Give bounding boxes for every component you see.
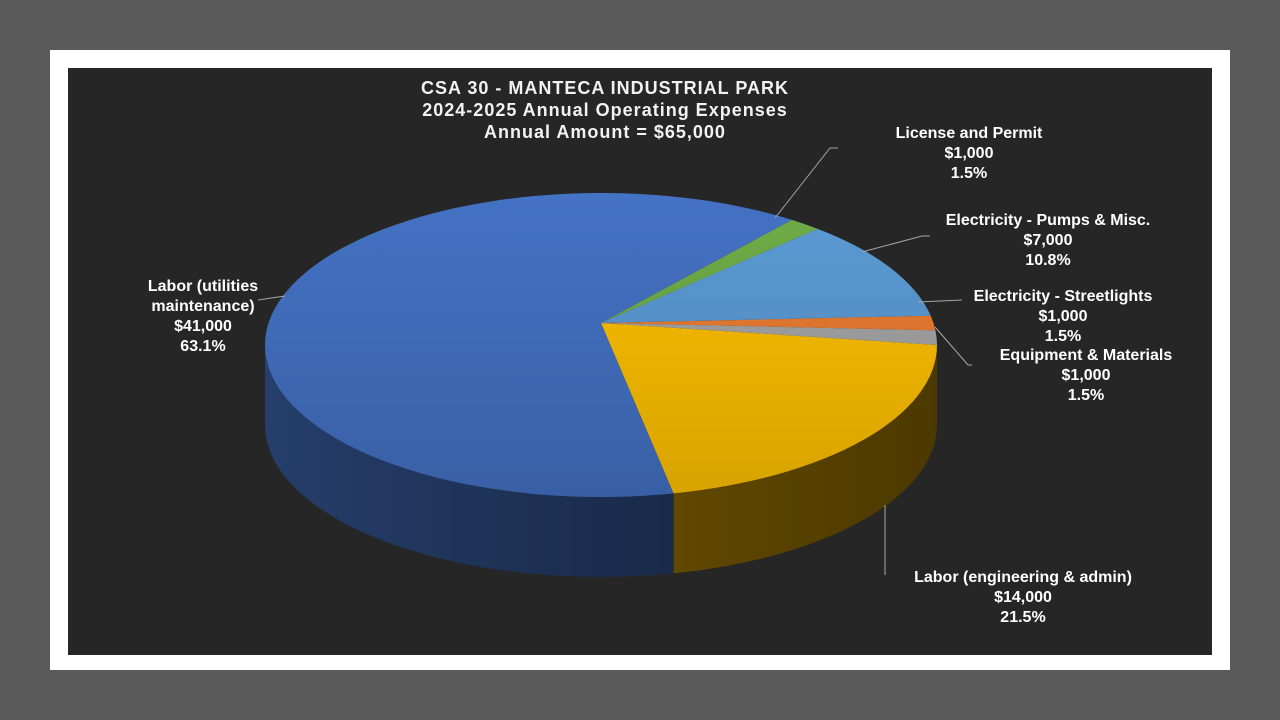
leader-line-2 — [774, 147, 838, 219]
data-label-0: Labor (engineering & admin) $14,000 21.5% — [914, 568, 1132, 628]
leader-line-3 — [861, 235, 930, 253]
leader-line-4 — [917, 299, 963, 303]
data-label-value: $7,000 — [1023, 232, 1073, 249]
data-label-label: Electricity - Pumps & Misc. — [945, 212, 1151, 229]
data-label-pct: 63.1% — [180, 338, 226, 355]
data-label-value: $14,000 — [994, 589, 1052, 606]
data-label-label: Labor (utilities maintenance) — [147, 278, 259, 315]
data-label-label: Labor (engineering & admin) — [914, 569, 1132, 586]
pie-slice-5[interactable] — [601, 323, 937, 345]
data-label-pct: 10.8% — [1025, 252, 1071, 269]
data-label-value: $1,000 — [944, 145, 994, 162]
data-label-1: Labor (utilities maintenance) $41,000 63.1… — [148, 277, 258, 357]
leader-line-5 — [934, 326, 972, 366]
title-line-2: 2024-2025 Annual Operating Expenses — [422, 100, 788, 120]
pie-slice-2[interactable] — [601, 219, 818, 323]
data-label-4: Electricity - Streetlights $1,000 1.5% — [974, 287, 1153, 347]
chart-title: CSA 30 - MANTECA INDUSTRIAL PARK 2024-20… — [0, 77, 1280, 143]
data-label-2: License and Permit $1,000 1.5% — [896, 124, 1043, 184]
data-label-label: Electricity - Streetlights — [973, 288, 1153, 305]
pie-slice-0[interactable] — [601, 323, 937, 494]
data-label-value: $1,000 — [1061, 367, 1111, 384]
data-label-label: Equipment & Materials — [999, 347, 1173, 364]
pie-slice-1[interactable] — [265, 192, 792, 497]
pie-slice-4[interactable] — [601, 315, 936, 331]
data-label-pct: 1.5% — [950, 165, 988, 182]
data-label-label: License and Permit — [895, 125, 1043, 142]
data-label-pct: 1.5% — [1067, 387, 1105, 404]
data-label-pct: 21.5% — [1000, 609, 1046, 626]
title-line-1: CSA 30 - MANTECA INDUSTRIAL PARK — [420, 78, 789, 98]
data-label-value: $41,000 — [174, 318, 232, 335]
pie-slice-3[interactable] — [601, 228, 931, 323]
data-label-value: $1,000 — [1038, 308, 1088, 325]
data-label-3: Electricity - Pumps & Misc. $7,000 10.8% — [946, 211, 1151, 271]
leader-line-1 — [257, 295, 286, 301]
pie-side-1 — [265, 345, 674, 577]
data-label-5: Equipment & Materials $1,000 1.5% — [1000, 346, 1172, 406]
pie-side-0 — [673, 345, 937, 574]
title-line-3: Annual Amount = $65,000 — [484, 122, 726, 142]
data-label-pct: 1.5% — [1044, 328, 1082, 345]
